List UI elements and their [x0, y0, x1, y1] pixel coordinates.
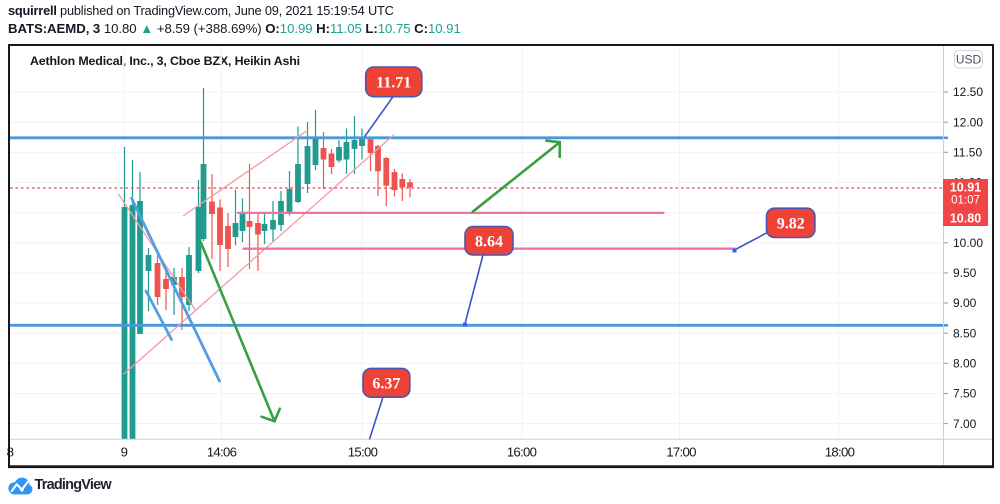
svg-text:9.00: 9.00: [953, 296, 977, 310]
svg-text:12.00: 12.00: [953, 115, 983, 129]
svg-text:9.82: 9.82: [777, 215, 805, 232]
svg-text:10.80: 10.80: [950, 212, 981, 226]
svg-text:8: 8: [7, 445, 14, 460]
svg-text:7.00: 7.00: [953, 417, 977, 431]
svg-text:9.50: 9.50: [953, 266, 977, 280]
svg-text:8.00: 8.00: [953, 357, 977, 371]
svg-text:10.00: 10.00: [953, 236, 983, 250]
svg-text:6.37: 6.37: [372, 375, 400, 392]
svg-text:11.50: 11.50: [953, 146, 982, 160]
svg-text:7.50: 7.50: [953, 387, 977, 401]
svg-text:18:00: 18:00: [825, 445, 855, 460]
svg-text:USD: USD: [956, 53, 982, 67]
svg-text:16:00: 16:00: [507, 445, 537, 460]
svg-text:14:06: 14:06: [207, 445, 237, 460]
svg-text:8.50: 8.50: [953, 326, 977, 340]
svg-text:15:00: 15:00: [348, 445, 378, 460]
svg-text:01:07: 01:07: [951, 195, 980, 207]
svg-text:8.64: 8.64: [475, 233, 503, 250]
svg-text:11.71: 11.71: [376, 74, 411, 91]
svg-text:9: 9: [121, 445, 128, 460]
svg-text:10.91: 10.91: [950, 181, 981, 195]
svg-text:17:00: 17:00: [666, 445, 696, 460]
svg-text:12.50: 12.50: [953, 85, 983, 99]
